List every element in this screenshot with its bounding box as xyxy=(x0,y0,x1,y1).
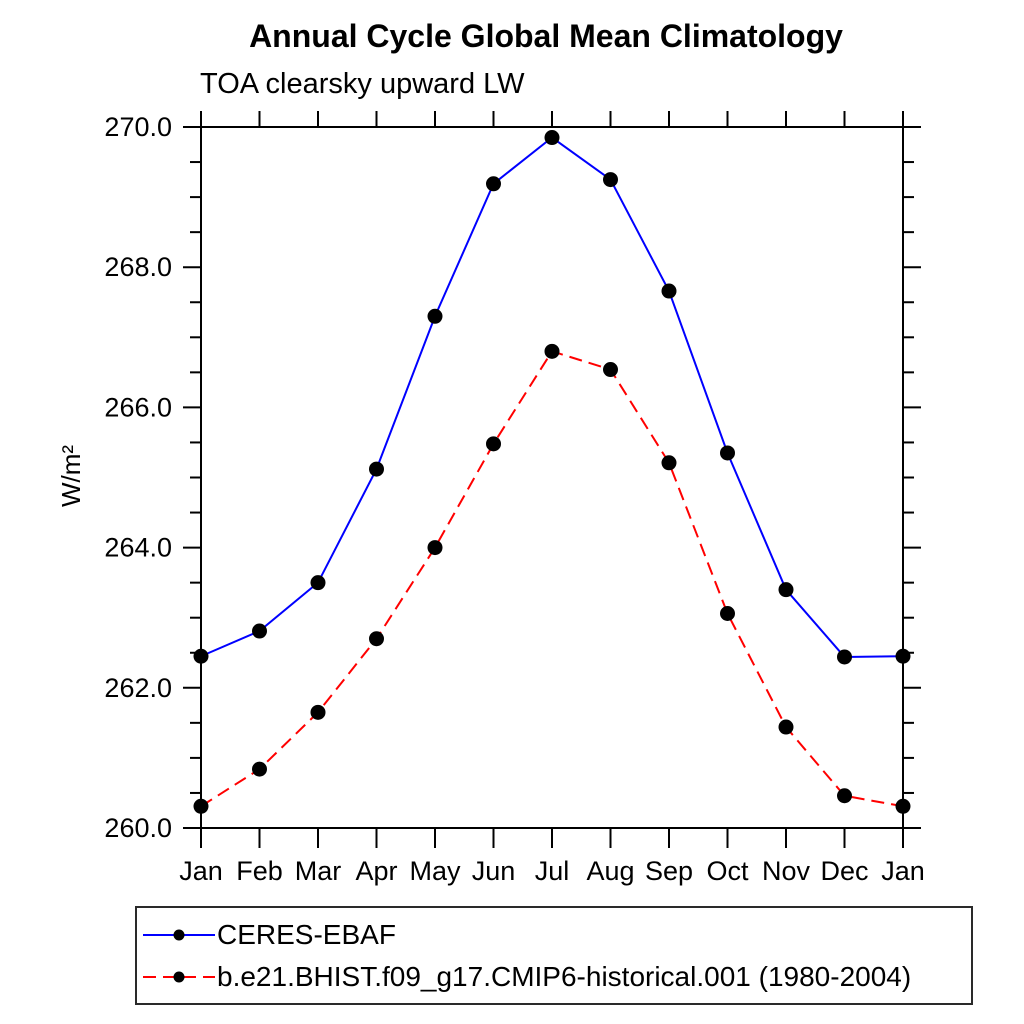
data-point-marker xyxy=(544,130,560,146)
data-point-marker xyxy=(837,788,852,804)
x-tick-label: Jan xyxy=(179,856,223,886)
data-point-marker xyxy=(310,575,326,591)
x-tick-label: Nov xyxy=(762,856,811,886)
data-point-marker xyxy=(486,436,501,452)
data-point-marker xyxy=(193,798,209,814)
legend: CERES-EBAF b.e21.BHIST.f09_g17.CMIP6-his… xyxy=(135,906,973,1005)
data-point-marker xyxy=(427,308,443,324)
x-tick-label: Feb xyxy=(236,856,283,886)
x-tick-label: Aug xyxy=(586,856,634,886)
data-point-marker xyxy=(544,343,560,359)
series-line-0 xyxy=(200,136,904,658)
data-point-marker xyxy=(427,540,443,556)
data-point-marker xyxy=(720,605,735,621)
y-tick-label: 262.0 xyxy=(104,673,172,703)
y-tick-label: 266.0 xyxy=(104,392,172,422)
x-tick-label: Apr xyxy=(355,856,397,886)
legend-label: CERES-EBAF xyxy=(217,918,396,950)
chart-title: Annual Cycle Global Mean Climatology xyxy=(249,18,843,54)
legend-marker xyxy=(173,929,185,940)
x-tick-label: May xyxy=(409,856,461,886)
chart-subtitle: TOA clearsky upward LW xyxy=(200,68,525,100)
data-point-marker xyxy=(720,445,735,461)
data-point-marker xyxy=(661,283,677,299)
data-point-marker xyxy=(895,648,911,664)
data-point-marker xyxy=(369,461,384,477)
y-tick-label: 268.0 xyxy=(104,252,172,282)
x-tick-label: Sep xyxy=(645,856,693,886)
y-tick-label: 270.0 xyxy=(104,112,172,142)
legend-item-ceres: CERES-EBAF xyxy=(141,918,971,952)
legend-line-sample-solid xyxy=(143,929,215,940)
data-point-marker xyxy=(486,176,501,192)
data-point-marker xyxy=(252,761,267,777)
x-tick-label: Mar xyxy=(295,856,342,886)
data-point-marker xyxy=(603,172,618,188)
data-point-marker xyxy=(310,704,326,720)
legend-marker xyxy=(173,971,185,982)
data-point-marker xyxy=(193,648,209,664)
x-tick-label: Oct xyxy=(706,856,749,886)
data-point-marker xyxy=(778,719,794,735)
y-tick-label: 264.0 xyxy=(104,533,172,563)
legend-item-model: b.e21.BHIST.f09_g17.CMIP6-historical.001… xyxy=(141,960,971,994)
data-point-marker xyxy=(837,649,852,665)
legend-line-sample-dashed xyxy=(143,971,215,982)
data-point-marker xyxy=(252,623,267,639)
x-tick-label: Jul xyxy=(535,856,570,886)
data-point-marker xyxy=(661,455,677,471)
legend-label: b.e21.BHIST.f09_g17.CMIP6-historical.001… xyxy=(217,960,912,992)
data-point-marker xyxy=(369,631,384,647)
plot-frame xyxy=(200,126,904,829)
x-tick-label: Jan xyxy=(881,856,925,886)
data-point-marker xyxy=(603,362,618,378)
data-point-marker xyxy=(778,582,794,598)
series-line-1 xyxy=(200,350,904,808)
x-tick-label: Jun xyxy=(472,856,516,886)
y-tick-label: 260.0 xyxy=(104,813,172,843)
x-tick-label: Dec xyxy=(820,856,868,886)
data-point-marker xyxy=(895,798,911,814)
